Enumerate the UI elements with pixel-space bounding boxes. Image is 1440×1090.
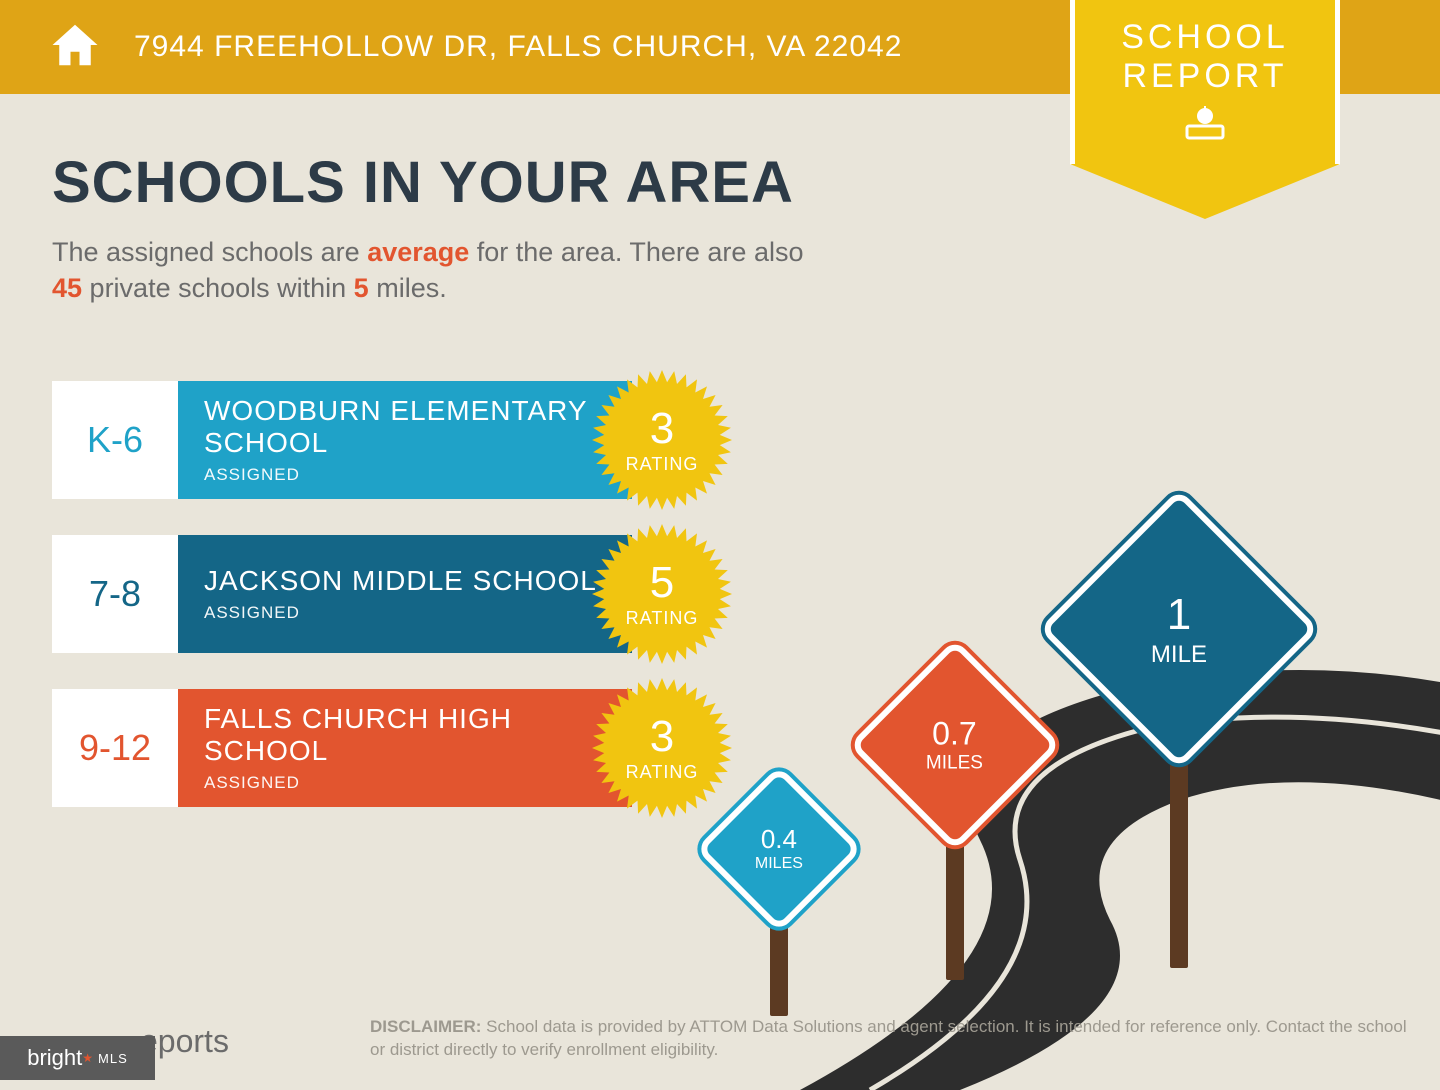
disclaimer-text: DISCLAIMER: School data is provided by A… bbox=[370, 1016, 1420, 1062]
mls-watermark: bright★MLS bbox=[0, 1036, 155, 1080]
school-row: 7-8 JACKSON MIDDLE SCHOOL ASSIGNED 5 RAT… bbox=[52, 535, 752, 653]
rating-burst: 3 RATING bbox=[592, 678, 732, 818]
rating-value: 3 bbox=[650, 712, 674, 762]
school-status: ASSIGNED bbox=[204, 773, 632, 793]
school-list: K-6 WOODBURN ELEMENTARY SCHOOL ASSIGNED … bbox=[52, 381, 1440, 807]
radius-miles: 5 bbox=[354, 273, 369, 303]
school-name: FALLS CHURCH HIGH SCHOOL bbox=[204, 703, 632, 767]
apple-book-icon bbox=[1181, 102, 1229, 147]
sign-value: 0.4 bbox=[755, 825, 803, 855]
grade-box: K-6 bbox=[52, 381, 178, 499]
school-status: ASSIGNED bbox=[204, 465, 632, 485]
grade-box: 9-12 bbox=[52, 689, 178, 807]
school-row: 9-12 FALLS CHURCH HIGH SCHOOL ASSIGNED 3… bbox=[52, 689, 752, 807]
rating-value: 5 bbox=[650, 558, 674, 608]
grade-box: 7-8 bbox=[52, 535, 178, 653]
rating-word: average bbox=[367, 237, 469, 267]
school-name: JACKSON MIDDLE SCHOOL bbox=[204, 565, 632, 597]
school-row: K-6 WOODBURN ELEMENTARY SCHOOL ASSIGNED … bbox=[52, 381, 752, 499]
sign-unit: MILES bbox=[755, 855, 803, 873]
rating-label: RATING bbox=[626, 762, 699, 783]
summary-text: The assigned schools are average for the… bbox=[52, 234, 822, 307]
home-icon bbox=[48, 18, 102, 77]
badge-line1: SCHOOL bbox=[1121, 18, 1289, 56]
school-status: ASSIGNED bbox=[204, 603, 632, 623]
rating-label: RATING bbox=[626, 454, 699, 475]
school-name-box: WOODBURN ELEMENTARY SCHOOL ASSIGNED bbox=[178, 381, 632, 499]
rating-value: 3 bbox=[650, 404, 674, 454]
school-report-badge: SCHOOL REPORT bbox=[1070, 0, 1340, 220]
badge-line2: REPORT bbox=[1122, 57, 1287, 95]
rating-burst: 5 RATING bbox=[592, 524, 732, 664]
address-text: 7944 FREEHOLLOW DR, FALLS CHURCH, VA 220… bbox=[134, 30, 902, 64]
school-name-box: FALLS CHURCH HIGH SCHOOL ASSIGNED bbox=[178, 689, 632, 807]
school-name-box: JACKSON MIDDLE SCHOOL ASSIGNED bbox=[178, 535, 632, 653]
rating-burst: 3 RATING bbox=[592, 370, 732, 510]
rating-label: RATING bbox=[626, 608, 699, 629]
private-count: 45 bbox=[52, 273, 82, 303]
school-name: WOODBURN ELEMENTARY SCHOOL bbox=[204, 395, 632, 459]
